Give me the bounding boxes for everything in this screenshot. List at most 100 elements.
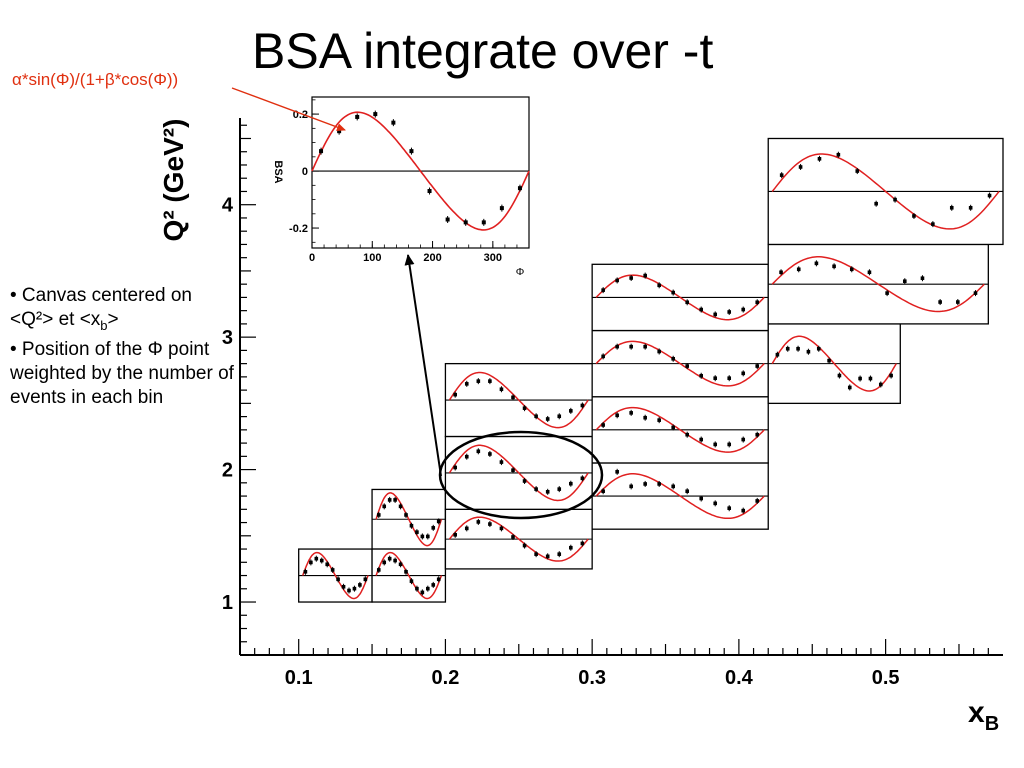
data-point xyxy=(855,169,860,173)
data-point xyxy=(874,201,878,206)
data-point xyxy=(601,423,605,427)
data-point xyxy=(615,344,619,349)
inset-pointer-arrow xyxy=(404,254,442,477)
note-item: • Canvas centered on <Q²> et <xb> xyxy=(10,284,240,338)
data-point xyxy=(522,543,527,548)
data-point xyxy=(511,535,515,539)
inset-x-tick-label: 100 xyxy=(363,252,381,264)
data-point xyxy=(464,382,469,386)
panel-fit-curve xyxy=(448,516,589,562)
inset-frame xyxy=(311,96,530,249)
data-point xyxy=(476,520,481,524)
note-text: • Canvas centered on <Q²> et <x xyxy=(10,285,192,330)
data-point xyxy=(817,157,822,161)
data-point xyxy=(657,482,661,486)
bin-panel xyxy=(444,362,593,438)
x-tick-label: 0.5 xyxy=(872,667,900,689)
bin-panel xyxy=(767,137,1004,246)
data-point xyxy=(902,279,907,283)
panel-fit-curve xyxy=(375,492,443,547)
inset-data-point xyxy=(391,120,396,125)
data-point xyxy=(511,468,515,472)
data-point xyxy=(387,556,392,561)
x-axis-label: xB xyxy=(968,696,999,735)
inset-data-point xyxy=(427,189,432,194)
data-point xyxy=(814,261,819,266)
data-point xyxy=(755,300,760,305)
data-point xyxy=(303,569,308,574)
inset-data-point xyxy=(517,186,522,191)
bin-panel xyxy=(591,396,769,464)
y-axis-label: Q² (GeV²) xyxy=(158,119,189,242)
data-point xyxy=(347,588,351,593)
data-point xyxy=(431,526,436,530)
data-point xyxy=(545,417,550,421)
bin-panel xyxy=(767,243,989,325)
data-point xyxy=(464,454,469,459)
data-point xyxy=(398,504,403,509)
data-point xyxy=(534,414,538,419)
x-tick-label: 0.2 xyxy=(432,667,460,689)
data-point xyxy=(499,526,504,531)
data-point xyxy=(671,484,675,489)
data-point xyxy=(727,442,732,447)
bin-panel xyxy=(444,435,593,510)
data-point xyxy=(615,413,619,418)
data-point xyxy=(499,387,504,392)
data-point xyxy=(545,490,550,494)
data-point xyxy=(727,310,732,314)
bin-panel xyxy=(371,548,447,603)
data-point xyxy=(629,344,633,349)
bin-panels xyxy=(298,137,1004,603)
note-tail: > xyxy=(107,309,119,330)
data-point xyxy=(920,276,925,281)
y-tick-label: 3 xyxy=(222,327,233,349)
data-point xyxy=(382,560,387,565)
data-point xyxy=(775,352,780,357)
data-point xyxy=(393,558,397,563)
data-point xyxy=(488,452,492,456)
inset-x-tick-label: 300 xyxy=(484,252,502,264)
panel-fit-curve xyxy=(595,406,765,453)
y-tick-label: 2 xyxy=(222,460,233,482)
data-point xyxy=(968,205,973,210)
inset-y-axis-label: BSA xyxy=(272,160,284,183)
data-point xyxy=(671,290,675,295)
data-point xyxy=(557,552,562,556)
data-point xyxy=(330,568,335,572)
data-point xyxy=(309,560,313,565)
data-point xyxy=(453,465,458,470)
data-point xyxy=(436,577,441,582)
data-point xyxy=(358,583,362,587)
inset-data-point xyxy=(319,149,324,154)
data-point xyxy=(545,554,550,559)
data-point xyxy=(426,586,430,591)
data-point xyxy=(685,300,689,305)
inset-data-point xyxy=(355,114,360,119)
data-point xyxy=(832,264,836,269)
data-point xyxy=(893,197,897,202)
data-point xyxy=(938,300,942,304)
data-point xyxy=(336,577,340,582)
inset-x-tick-label: 200 xyxy=(423,252,441,264)
y-tick-label: 1 xyxy=(222,592,233,614)
data-point xyxy=(837,373,842,378)
data-point xyxy=(699,373,704,378)
data-point xyxy=(522,479,527,483)
data-point xyxy=(741,437,746,442)
data-point xyxy=(931,222,935,226)
data-point xyxy=(580,476,585,481)
inset-x-tick-label: 0 xyxy=(309,252,315,264)
data-point xyxy=(713,376,718,380)
data-point xyxy=(836,152,841,157)
data-point xyxy=(796,346,800,351)
data-point xyxy=(404,513,408,517)
data-point xyxy=(785,346,790,351)
data-point xyxy=(987,193,992,198)
data-point xyxy=(363,577,368,582)
data-point xyxy=(499,460,504,464)
inset-data-point xyxy=(463,220,468,225)
data-point xyxy=(798,165,803,169)
